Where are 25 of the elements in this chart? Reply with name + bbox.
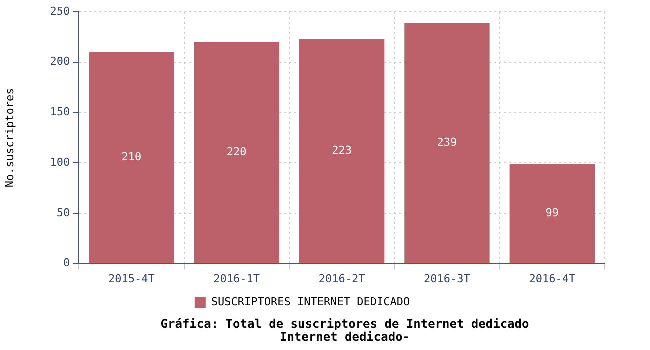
x-tick-label: 2016-4T — [529, 272, 576, 286]
bar — [404, 23, 490, 264]
bar — [510, 164, 596, 264]
x-tick-label: 2016-1T — [214, 272, 260, 286]
y-tick-label: 100 — [50, 156, 70, 169]
y-tick-label: 150 — [50, 106, 70, 119]
legend-label: SUSCRIPTORES INTERNET DEDICADO — [211, 295, 410, 308]
y-tick-label: 200 — [50, 55, 70, 68]
y-tick-label: 0 — [63, 256, 70, 270]
data-label: 239 — [437, 136, 458, 150]
y-tick-label: 50 — [56, 206, 70, 220]
bar — [299, 39, 385, 264]
y-axis-title: No.suscriptores — [3, 88, 16, 188]
text: Internet dedicado- — [278, 330, 412, 344]
text: Gráfica: Total de suscriptores de Internet dedicado — [160, 317, 530, 331]
x-tick-label: 2015-4T — [108, 272, 156, 286]
data-label: 220 — [226, 146, 247, 159]
bar — [89, 52, 174, 264]
bar — [194, 42, 280, 264]
x-tick-label: 2016-2T — [318, 272, 366, 286]
data-label: 223 — [332, 144, 352, 158]
y-tick-label: 250 — [50, 4, 70, 18]
data-label: 210 — [122, 150, 142, 164]
x-tick-label: 2016-3T — [424, 272, 471, 286]
data-label: 99 — [546, 206, 560, 220]
